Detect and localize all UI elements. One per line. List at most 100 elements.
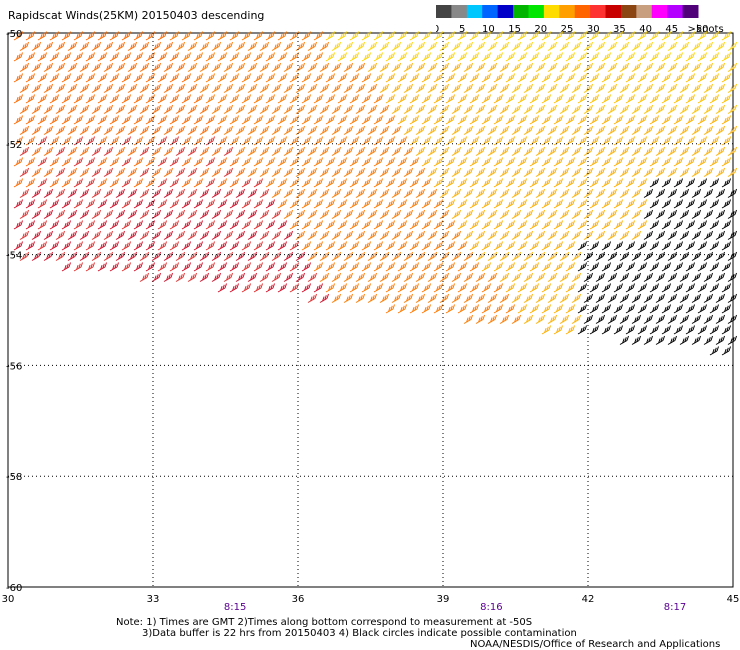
colorbar-tick-label: 30 (587, 24, 600, 35)
wind-barb (481, 52, 491, 62)
wind-barb (277, 136, 287, 146)
wind-barb (613, 52, 623, 62)
wind-barb (463, 104, 473, 114)
wind-barb (115, 41, 125, 51)
wind-barb (193, 262, 203, 272)
wind-barb (517, 199, 527, 209)
wind-barb (511, 146, 521, 156)
wind-barb (583, 146, 593, 156)
wind-barb (487, 251, 497, 261)
wind-barb (451, 272, 461, 282)
wind-barb (469, 262, 479, 272)
wind-barb (595, 125, 605, 135)
colorbar-tick-label: 5 (459, 24, 465, 35)
wind-barb (457, 262, 467, 272)
wind-barb (313, 262, 323, 272)
wind-barb (301, 52, 311, 62)
wind-barb (313, 52, 323, 62)
wind-barb (385, 262, 395, 272)
wind-barb (637, 199, 647, 209)
wind-barb (589, 304, 599, 314)
wind-barb (703, 251, 713, 261)
wind-barb (727, 209, 737, 219)
wind-barb (295, 230, 305, 240)
wind-barb (439, 62, 449, 72)
wind-barb (565, 31, 575, 41)
wind-barb (697, 178, 707, 188)
wind-barb (121, 136, 131, 146)
wind-barb (727, 293, 737, 303)
wind-barb (439, 272, 449, 282)
wind-barb (193, 178, 203, 188)
wind-barb (157, 136, 167, 146)
wind-barb (391, 146, 401, 156)
wind-barb (685, 262, 695, 272)
wind-barb (265, 73, 275, 83)
wind-barb (685, 220, 695, 230)
wind-barb (451, 293, 461, 303)
wind-barb (163, 41, 173, 51)
wind-barb (133, 31, 143, 41)
wind-barb (469, 283, 479, 293)
wind-barb (115, 62, 125, 72)
wind-barb (49, 157, 59, 167)
wind-barb (727, 104, 737, 114)
wind-barb (547, 251, 557, 261)
wind-barb (259, 209, 269, 219)
wind-barb (487, 209, 497, 219)
wind-barb (409, 178, 419, 188)
wind-barb (643, 272, 653, 282)
wind-barb (121, 199, 131, 209)
wind-barb (271, 62, 281, 72)
colorbar-tick-label: 0 (436, 24, 439, 35)
wind-barb (601, 73, 611, 83)
wind-barb (301, 136, 311, 146)
wind-barb (331, 83, 341, 93)
wind-barb (649, 115, 659, 125)
wind-barb (385, 241, 395, 251)
wind-barb (511, 230, 521, 240)
wind-barb (331, 125, 341, 135)
wind-barb (409, 262, 419, 272)
wind-barb (679, 83, 689, 93)
wind-barb (181, 262, 191, 272)
wind-barb (721, 52, 731, 62)
wind-barb (61, 52, 71, 62)
wind-barb (673, 115, 683, 125)
wind-barb (295, 62, 305, 72)
wind-barb (367, 251, 377, 261)
wind-barb (307, 83, 317, 93)
wind-barb (517, 73, 527, 83)
wind-barb (403, 293, 413, 303)
wind-barb (367, 209, 377, 219)
wind-barb (103, 104, 113, 114)
wind-barb (211, 272, 221, 282)
wind-barb (577, 262, 587, 272)
wind-barb (517, 241, 527, 251)
wind-barb (331, 167, 341, 177)
wind-barb (271, 272, 281, 282)
wind-barb (205, 73, 215, 83)
wind-barb (499, 167, 509, 177)
wind-barb (697, 262, 707, 272)
wind-barb (157, 73, 167, 83)
wind-barb (211, 188, 221, 198)
wind-barb (565, 325, 575, 335)
wind-barb (355, 209, 365, 219)
wind-barb (439, 104, 449, 114)
wind-barb (721, 178, 731, 188)
wind-barb (565, 115, 575, 125)
wind-barb (721, 199, 731, 209)
wind-barb (433, 241, 443, 251)
wind-barb (529, 304, 539, 314)
wind-barb (295, 104, 305, 114)
wind-barb (37, 73, 47, 83)
wind-barb (61, 220, 71, 230)
wind-barb (445, 262, 455, 272)
wind-barb (67, 167, 77, 177)
wind-barb (523, 272, 533, 282)
wind-barb (499, 230, 509, 240)
wind-barb (187, 272, 197, 282)
wind-barb (253, 220, 263, 230)
wind-barb (241, 73, 251, 83)
